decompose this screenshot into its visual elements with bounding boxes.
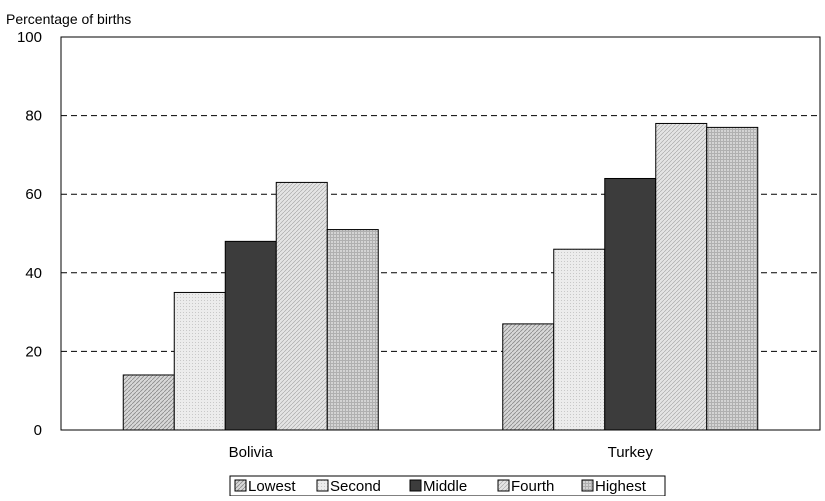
legend-swatch — [497, 479, 510, 492]
legend-swatch — [581, 479, 594, 492]
y-tick-label: 100 — [17, 29, 42, 46]
x-tick-label: Bolivia — [229, 444, 274, 461]
bar-middle-bolivia — [224, 240, 277, 431]
x-tick-labels: Bolivia Turkey — [229, 444, 654, 461]
y-tick-label: 60 — [25, 186, 42, 203]
bar-middle-turkey — [604, 177, 657, 431]
y-tick-label: 0 — [34, 422, 42, 439]
bar-lowest-bolivia — [122, 374, 175, 431]
bar-highest-bolivia — [326, 229, 379, 431]
legend-swatch — [234, 479, 247, 492]
legend-label: Fourth — [511, 478, 554, 495]
legend-label: Second — [330, 478, 381, 495]
legend: Lowest Second Middle Fourth Highest — [229, 475, 666, 497]
plot-frame — [60, 36, 821, 431]
legend-swatch — [316, 479, 329, 492]
bars — [122, 122, 759, 431]
y-tick-labels: 0 20 40 60 80 100 — [17, 29, 42, 439]
legend-swatch — [409, 479, 422, 492]
y-tick-label: 80 — [25, 108, 42, 125]
bar-fourth-bolivia — [275, 181, 328, 431]
x-tick-label: Turkey — [608, 444, 654, 461]
y-tick-label: 20 — [25, 343, 42, 360]
y-axis-label: Percentage of births — [6, 11, 131, 27]
bar-second-turkey — [553, 248, 606, 431]
bar-fourth-turkey — [655, 122, 708, 431]
bar-lowest-turkey — [502, 323, 555, 431]
legend-label: Lowest — [248, 478, 296, 495]
bar-highest-turkey — [706, 126, 759, 431]
bar-second-bolivia — [173, 291, 226, 431]
legend-label: Highest — [595, 478, 647, 495]
y-tick-label: 40 — [25, 265, 42, 282]
legend-label: Middle — [423, 478, 467, 495]
